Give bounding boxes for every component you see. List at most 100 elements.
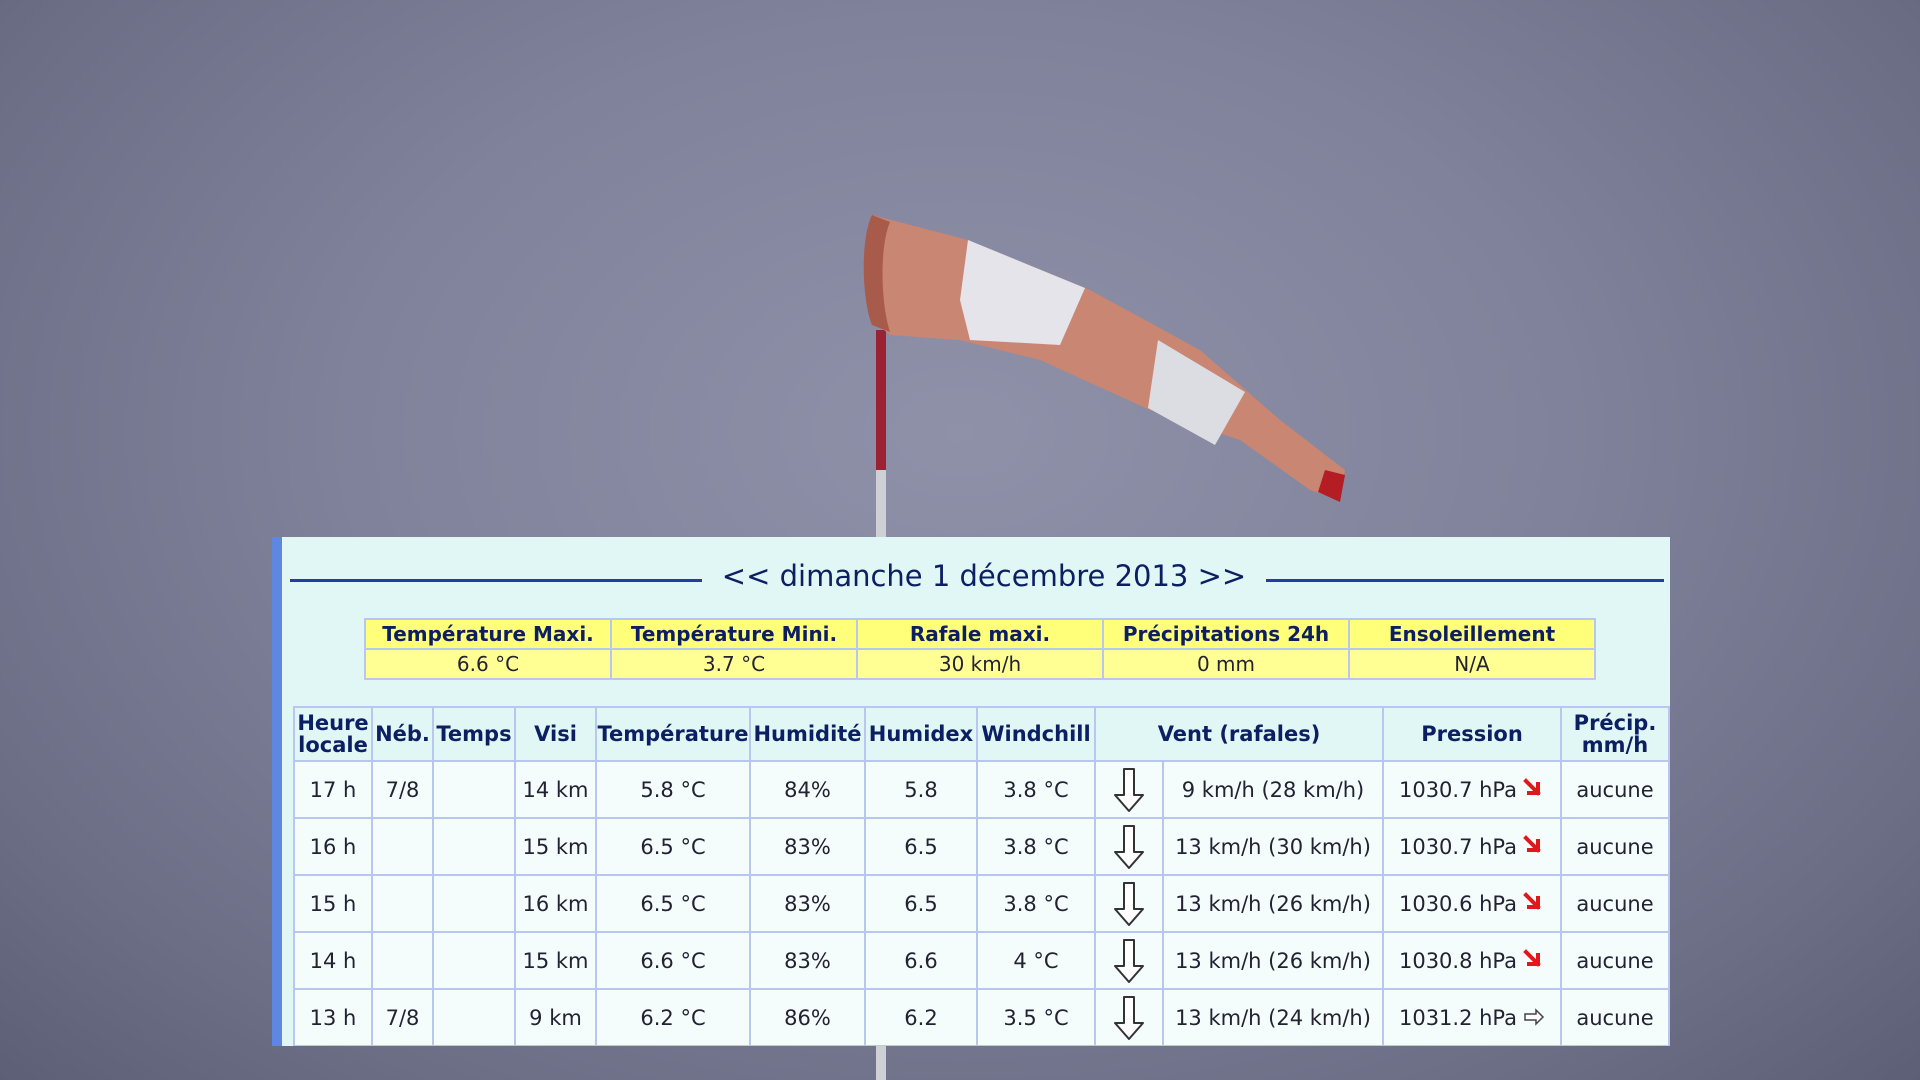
col-humidite: Humidité [749, 706, 866, 762]
table-header-row: Heure locale Néb. Temps Visi Température … [293, 706, 1670, 762]
daily-summary-table: Température Maxi. Température Mini. Rafa… [364, 618, 1596, 680]
cell-pression: 1031.2 hPa [1382, 988, 1562, 1046]
trend-down-icon [1523, 891, 1545, 914]
divider-right [1266, 579, 1664, 582]
cell-temperature: 6.2 °C [595, 988, 751, 1046]
table-row: 13 h 7/8 9 km 6.2 °C 86% 6.2 3.5 °C 13 k… [293, 988, 1670, 1046]
pression-value: 1031.2 hPa [1398, 1005, 1518, 1030]
cell-humidex: 6.5 [864, 874, 978, 933]
cell-visi: 15 km [514, 931, 597, 990]
next-day-link[interactable]: >> [1197, 559, 1247, 593]
cell-heure: 13 h [293, 988, 373, 1046]
cell-precip: aucune [1560, 931, 1670, 990]
cell-heure: 16 h [293, 817, 373, 876]
wind-direction-cell [1094, 988, 1164, 1046]
summary-header-row: Température Maxi. Température Mini. Rafa… [364, 618, 1596, 650]
cell-vent: 13 km/h (24 km/h) [1162, 988, 1384, 1046]
cell-humidex: 5.8 [864, 760, 978, 819]
table-row: 14 h 15 km 6.6 °C 83% 6.6 4 °C 13 km/h (… [293, 931, 1670, 990]
col-windchill: Windchill [976, 706, 1096, 762]
cell-vent: 13 km/h (26 km/h) [1162, 931, 1384, 990]
cell-temperature: 6.5 °C [595, 874, 751, 933]
pression-value: 1030.7 hPa [1398, 777, 1518, 802]
cell-humidite: 86% [749, 988, 866, 1046]
trend-down-icon [1523, 948, 1545, 971]
arrow-down-icon [1114, 824, 1144, 869]
cell-heure: 15 h [293, 874, 373, 933]
summary-value-row: 6.6 °C 3.7 °C 30 km/h 0 mm N/A [364, 648, 1596, 680]
summary-value: N/A [1348, 648, 1596, 680]
trend-right-icon [1523, 1006, 1545, 1028]
cell-precip: aucune [1560, 817, 1670, 876]
cell-temperature: 6.5 °C [595, 817, 751, 876]
arrow-down-icon [1114, 938, 1144, 983]
cell-temperature: 5.8 °C [595, 760, 751, 819]
arrow-down-icon [1114, 767, 1144, 812]
summary-value: 3.7 °C [610, 648, 858, 680]
cell-humidex: 6.2 [864, 988, 978, 1046]
cell-neb [371, 817, 434, 876]
summary-value: 0 mm [1102, 648, 1350, 680]
cell-precip: aucune [1560, 760, 1670, 819]
trend-down-icon [1523, 777, 1545, 800]
windsock [872, 215, 1345, 500]
col-humidex: Humidex [864, 706, 978, 762]
col-precip: Précip. mm/h [1560, 706, 1670, 762]
hourly-observations-table: Heure locale Néb. Temps Visi Température … [293, 706, 1670, 1046]
summary-header: Rafale maxi. [856, 618, 1104, 650]
date-label: dimanche 1 décembre 2013 [779, 559, 1189, 593]
cell-visi: 9 km [514, 988, 597, 1046]
col-temperature: Température [595, 706, 751, 762]
cell-precip: aucune [1560, 874, 1670, 933]
cell-pression: 1030.7 hPa [1382, 760, 1562, 819]
cell-temps [432, 931, 516, 990]
pression-value: 1030.8 hPa [1398, 948, 1518, 973]
cell-vent: 13 km/h (26 km/h) [1162, 874, 1384, 933]
weather-panel: << dimanche 1 décembre 2013 >> Températu… [272, 537, 1670, 1046]
summary-header: Précipitations 24h [1102, 618, 1350, 650]
cell-temps [432, 760, 516, 819]
cell-neb [371, 874, 434, 933]
cell-temps [432, 988, 516, 1046]
pression-value: 1030.7 hPa [1398, 834, 1518, 859]
cell-windchill: 3.8 °C [976, 874, 1096, 933]
cell-temps [432, 817, 516, 876]
cell-pression: 1030.6 hPa [1382, 874, 1562, 933]
cell-vent: 9 km/h (28 km/h) [1162, 760, 1384, 819]
arrow-down-icon [1114, 881, 1144, 926]
summary-header: Ensoleillement [1348, 618, 1596, 650]
wind-direction-cell [1094, 817, 1164, 876]
pression-value: 1030.6 hPa [1398, 891, 1518, 916]
col-vent: Vent (rafales) [1094, 706, 1384, 762]
cell-neb: 7/8 [371, 988, 434, 1046]
cell-visi: 16 km [514, 874, 597, 933]
col-visi: Visi [514, 706, 597, 762]
cell-pression: 1030.7 hPa [1382, 817, 1562, 876]
cell-vent: 13 km/h (30 km/h) [1162, 817, 1384, 876]
cell-temperature: 6.6 °C [595, 931, 751, 990]
date-navigation: << dimanche 1 décembre 2013 >> [282, 537, 1670, 617]
wind-direction-cell [1094, 874, 1164, 933]
cell-precip: aucune [1560, 988, 1670, 1046]
summary-value: 30 km/h [856, 648, 1104, 680]
cell-humidite: 83% [749, 931, 866, 990]
cell-humidite: 83% [749, 874, 866, 933]
cell-pression: 1030.8 hPa [1382, 931, 1562, 990]
wind-direction-cell [1094, 931, 1164, 990]
cell-windchill: 4 °C [976, 931, 1096, 990]
cell-windchill: 3.5 °C [976, 988, 1096, 1046]
table-row: 15 h 16 km 6.5 °C 83% 6.5 3.8 °C 13 km/h… [293, 874, 1670, 933]
table-row: 16 h 15 km 6.5 °C 83% 6.5 3.8 °C 13 km/h… [293, 817, 1670, 876]
cell-visi: 15 km [514, 817, 597, 876]
cell-visi: 14 km [514, 760, 597, 819]
cell-windchill: 3.8 °C [976, 760, 1096, 819]
table-row: 17 h 7/8 14 km 5.8 °C 84% 5.8 3.8 °C 9 k… [293, 760, 1670, 819]
summary-header: Température Mini. [610, 618, 858, 650]
cell-humidite: 84% [749, 760, 866, 819]
prev-day-link[interactable]: << [721, 559, 771, 593]
wind-direction-cell [1094, 760, 1164, 819]
cell-heure: 14 h [293, 931, 373, 990]
col-temps: Temps [432, 706, 516, 762]
summary-header: Température Maxi. [364, 618, 612, 650]
cell-neb: 7/8 [371, 760, 434, 819]
